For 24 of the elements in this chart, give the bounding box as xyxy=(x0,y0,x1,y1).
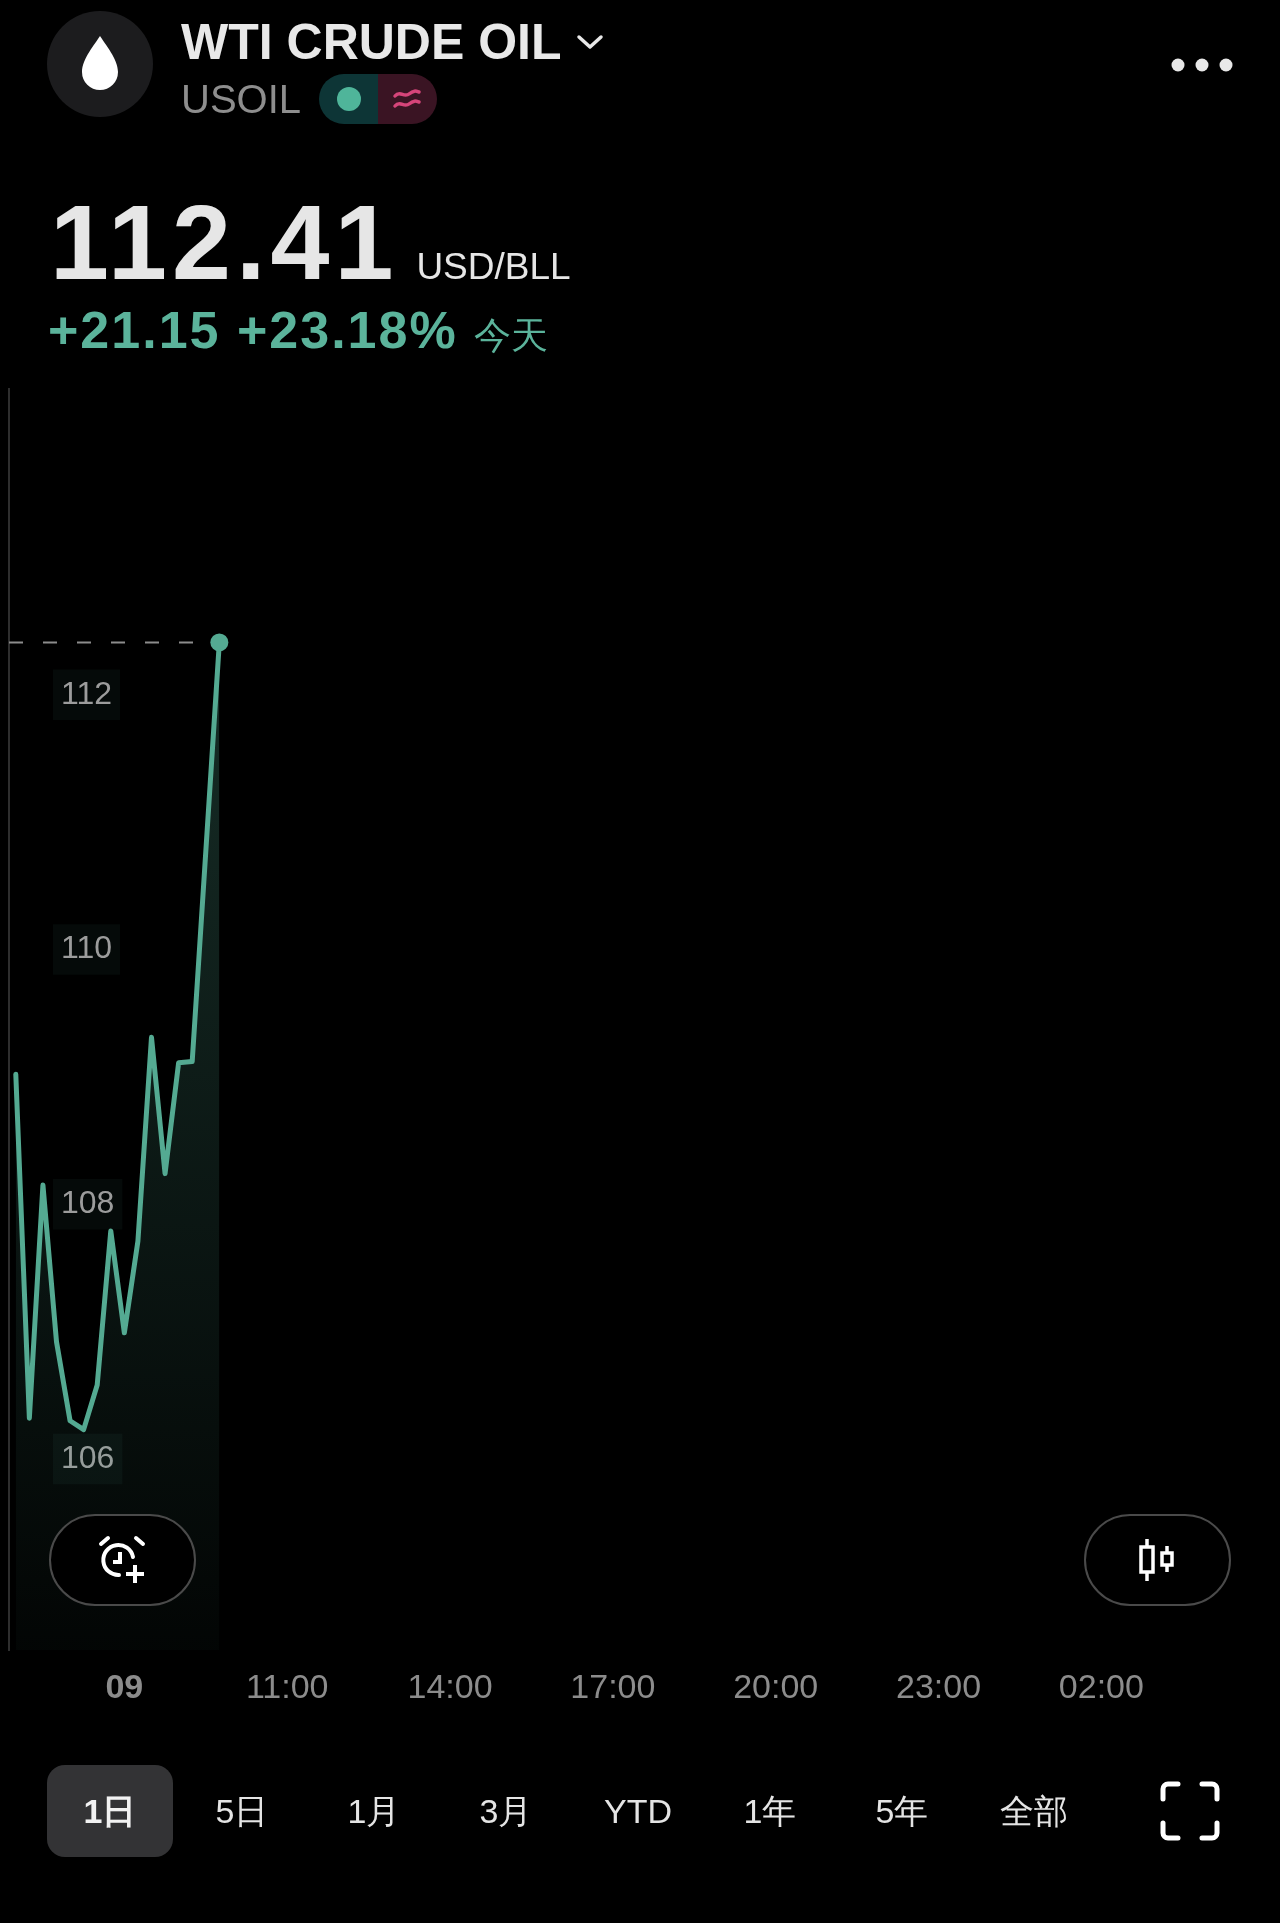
y-tick-label: 110 xyxy=(61,929,113,966)
text: 1年 xyxy=(742,1791,798,1832)
x-tick-label: 11:00 xyxy=(245,1666,329,1705)
y-tick-label: 106 xyxy=(61,1438,115,1475)
x-tick-label: 09 xyxy=(105,1666,144,1705)
text: USD/BLL xyxy=(416,246,571,288)
y-tick-label: 108 xyxy=(61,1184,115,1221)
text: 5年 xyxy=(874,1791,930,1832)
x-tick-label: 17:00 xyxy=(570,1666,656,1705)
text: 5日 xyxy=(214,1791,270,1832)
chart-title: WTI CRUDE OIL xyxy=(181,13,562,71)
text: +21.15 +23.18% xyxy=(48,300,458,360)
text: 3月 xyxy=(478,1791,534,1832)
text: 1月 xyxy=(346,1791,402,1832)
text: YTD xyxy=(603,1791,673,1832)
x-tick-label: 02:00 xyxy=(1058,1666,1144,1705)
y-tick-label: 112 xyxy=(61,674,113,711)
text: 今天 xyxy=(473,314,548,358)
text: 112.41 xyxy=(50,182,399,303)
x-tick-label: 14:00 xyxy=(407,1666,493,1705)
text: 全部 xyxy=(999,1791,1069,1832)
x-tick-label: 20:00 xyxy=(733,1666,819,1705)
x-tick-label: 23:00 xyxy=(895,1666,982,1705)
chart-subtitle: USOIL xyxy=(181,76,302,122)
